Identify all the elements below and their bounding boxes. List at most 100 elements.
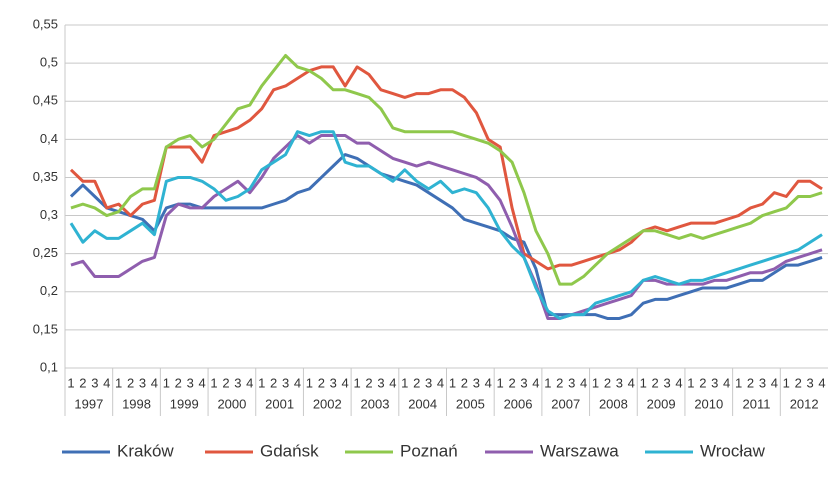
x-tick-label: 2 xyxy=(79,375,86,390)
year-label: 2005 xyxy=(456,396,485,411)
series-line xyxy=(69,153,823,320)
x-tick-label: 2 xyxy=(795,375,802,390)
year-label: 2010 xyxy=(694,396,723,411)
series-line xyxy=(70,53,823,286)
x-tick-label: 1 xyxy=(735,375,742,390)
year-label: 2007 xyxy=(551,396,580,411)
x-tick-label: 2 xyxy=(699,375,706,390)
x-tick-label: 4 xyxy=(389,375,396,390)
x-tick-label: 4 xyxy=(818,375,825,390)
x-tick-label: 4 xyxy=(294,375,301,390)
y-tick-label: 0,45 xyxy=(33,93,58,108)
year-label: 1997 xyxy=(74,396,103,411)
y-tick-label: 0,2 xyxy=(40,283,58,298)
x-tick-label: 1 xyxy=(640,375,647,390)
x-tick-label: 2 xyxy=(270,375,277,390)
x-tick-label: 2 xyxy=(413,375,420,390)
x-tick-label: 1 xyxy=(258,375,265,390)
legend-label: Poznań xyxy=(400,441,458,460)
x-tick-label: 4 xyxy=(628,375,635,390)
x-tick-label: 3 xyxy=(473,375,480,390)
x-tick-label: 2 xyxy=(365,375,372,390)
legend-label: Kraków xyxy=(117,441,174,460)
y-tick-label: 0,4 xyxy=(40,131,58,146)
x-tick-label: 1 xyxy=(592,375,599,390)
x-tick-label: 3 xyxy=(425,375,432,390)
x-tick-label: 2 xyxy=(461,375,468,390)
x-tick-label: 3 xyxy=(377,375,384,390)
x-tick-label: 1 xyxy=(783,375,790,390)
year-label: 2009 xyxy=(647,396,676,411)
x-tick-label: 4 xyxy=(246,375,253,390)
x-tick-label: 2 xyxy=(127,375,134,390)
x-tick-label: 3 xyxy=(187,375,194,390)
x-tick-label: 1 xyxy=(544,375,551,390)
year-label: 2001 xyxy=(265,396,294,411)
x-tick-label: 4 xyxy=(580,375,587,390)
x-tick-label: 3 xyxy=(759,375,766,390)
legend-label: Warszawa xyxy=(540,441,619,460)
x-tick-label: 4 xyxy=(723,375,730,390)
x-tick-label: 3 xyxy=(139,375,146,390)
x-tick-label: 1 xyxy=(210,375,217,390)
x-tick-label: 4 xyxy=(485,375,492,390)
x-tick-label: 3 xyxy=(616,375,623,390)
x-tick-label: 2 xyxy=(556,375,563,390)
x-tick-label: 1 xyxy=(67,375,74,390)
x-tick-label: 2 xyxy=(318,375,325,390)
x-tick-label: 4 xyxy=(151,375,158,390)
year-label: 2000 xyxy=(217,396,246,411)
x-tick-label: 4 xyxy=(532,375,539,390)
x-tick-label: 3 xyxy=(91,375,98,390)
x-tick-label: 3 xyxy=(282,375,289,390)
x-tick-label: 1 xyxy=(306,375,313,390)
x-tick-label: 4 xyxy=(437,375,444,390)
x-tick-label: 4 xyxy=(198,375,205,390)
y-tick-label: 0,3 xyxy=(40,207,58,222)
x-tick-label: 3 xyxy=(663,375,670,390)
y-tick-label: 0,1 xyxy=(40,359,58,374)
x-tick-label: 3 xyxy=(711,375,718,390)
year-label: 2008 xyxy=(599,396,628,411)
x-tick-label: 3 xyxy=(234,375,241,390)
x-tick-label: 2 xyxy=(747,375,754,390)
x-tick-label: 1 xyxy=(401,375,408,390)
y-tick-label: 0,55 xyxy=(33,16,58,31)
series-line xyxy=(69,130,823,320)
series-line xyxy=(69,65,823,271)
x-tick-label: 2 xyxy=(175,375,182,390)
y-tick-label: 0,35 xyxy=(33,169,58,184)
x-tick-label: 4 xyxy=(771,375,778,390)
legend-label: Wrocław xyxy=(700,441,766,460)
year-label: 2011 xyxy=(742,396,770,411)
series-line xyxy=(70,134,823,320)
x-tick-label: 4 xyxy=(103,375,110,390)
x-tick-label: 3 xyxy=(807,375,814,390)
x-tick-label: 1 xyxy=(163,375,170,390)
y-tick-label: 0,15 xyxy=(33,321,58,336)
x-tick-label: 3 xyxy=(568,375,575,390)
year-label: 2003 xyxy=(361,396,390,411)
x-tick-label: 2 xyxy=(604,375,611,390)
year-label: 2004 xyxy=(408,396,437,411)
year-label: 2012 xyxy=(790,396,819,411)
x-tick-label: 1 xyxy=(449,375,456,390)
x-tick-label: 4 xyxy=(675,375,682,390)
x-tick-label: 3 xyxy=(520,375,527,390)
legend-label: Gdańsk xyxy=(260,441,319,460)
x-tick-label: 2 xyxy=(222,375,229,390)
year-label: 2002 xyxy=(313,396,342,411)
x-tick-label: 1 xyxy=(353,375,360,390)
y-tick-label: 0,25 xyxy=(33,245,58,260)
x-tick-label: 2 xyxy=(508,375,515,390)
x-tick-label: 1 xyxy=(115,375,122,390)
x-tick-label: 3 xyxy=(330,375,337,390)
x-tick-label: 2 xyxy=(652,375,659,390)
year-label: 1998 xyxy=(122,396,151,411)
x-tick-label: 4 xyxy=(342,375,349,390)
year-label: 2006 xyxy=(504,396,533,411)
y-tick-label: 0,5 xyxy=(40,55,58,70)
x-tick-label: 1 xyxy=(687,375,694,390)
year-label: 1999 xyxy=(170,396,199,411)
